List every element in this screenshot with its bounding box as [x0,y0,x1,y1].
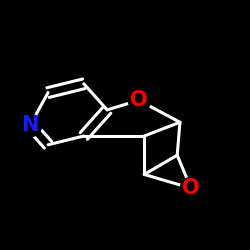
Text: O: O [130,90,148,110]
Text: O: O [182,178,200,198]
Text: N: N [22,115,39,135]
